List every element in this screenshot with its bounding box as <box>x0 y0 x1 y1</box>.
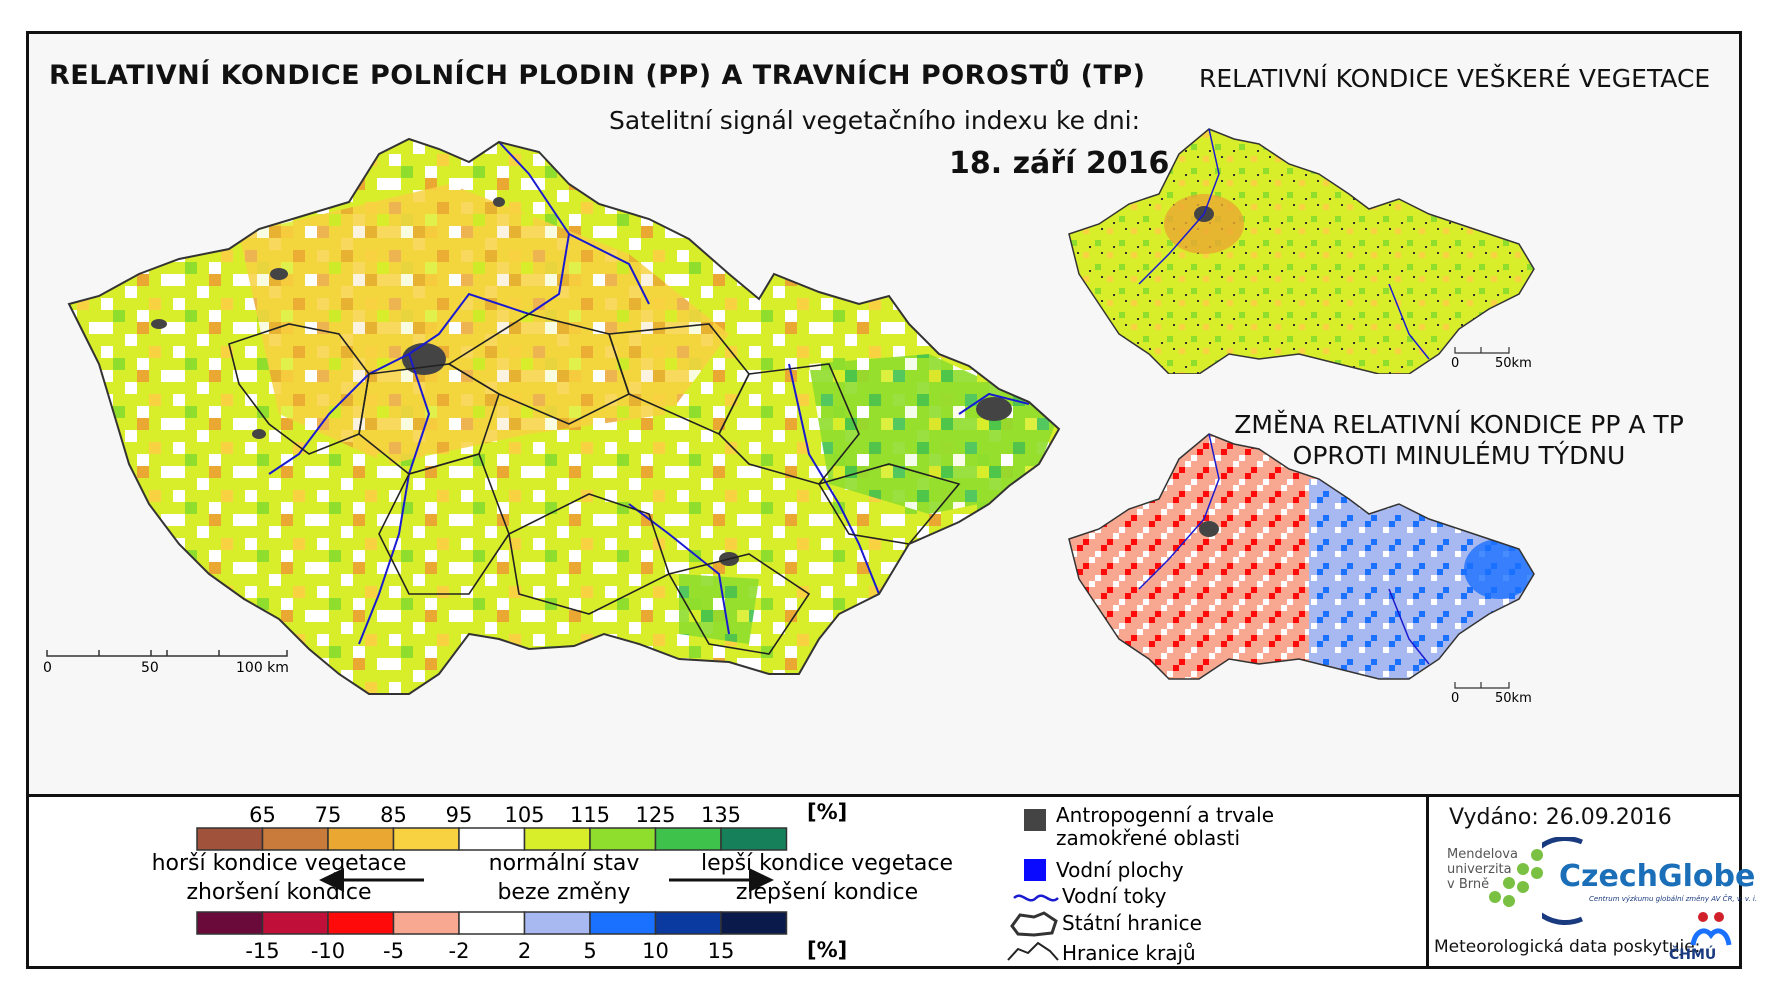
better-line1: lepší kondice vegetace <box>701 851 953 876</box>
change-tick-6: 10 <box>642 939 669 963</box>
change-swatch-7 <box>654 911 722 935</box>
state-border-label: Státní hranice <box>1062 911 1202 935</box>
change-title-line1: ZMĚNA RELATIVNÍ KONDICE PP A TP <box>1234 410 1684 439</box>
anthropogenic-line1: Antropogenní a trvale <box>1056 803 1274 827</box>
worse-line1: horší kondice vegetace <box>152 851 407 876</box>
change-swatch-1 <box>261 911 329 935</box>
color-legend: 65 75 85 95 105 115 125 135 [%] horší kondice v… <box>152 800 953 963</box>
change-tick-3: -2 <box>449 939 470 963</box>
chmu-logo: ČHMÚ <box>1669 947 1717 963</box>
issued-date: Vydáno: 26.09.2016 <box>1449 805 1672 830</box>
condition-swatch-1 <box>261 827 329 851</box>
map-panel: RELATIVNÍ KONDICE POLNÍCH PLODIN (PP) A … <box>29 34 1739 797</box>
condition-tick-0: 65 <box>249 803 276 827</box>
mendel-line1: Mendelova <box>1447 847 1518 862</box>
legend-panel: 65 75 85 95 105 115 125 135 [%] horší kondice v… <box>29 797 1757 969</box>
change-swatch-8 <box>720 911 788 935</box>
mendel-logo-icon <box>1489 849 1543 907</box>
change-swatch-6 <box>589 911 657 935</box>
vegetation-map <box>1068 128 1535 374</box>
vegetation-title: RELATIVNÍ KONDICE VEŠKERÉ VEGETACE <box>1199 64 1711 93</box>
scale-main-zero: 0 <box>43 660 52 676</box>
normal-line1: normální stav <box>489 851 640 876</box>
change-tick-7: 15 <box>708 939 735 963</box>
arrow-left <box>319 868 424 892</box>
scale-chg-zero: 0 <box>1451 691 1459 704</box>
anthropogenic-swatch <box>1024 809 1046 831</box>
better-line2: zlepšení kondice <box>736 880 918 905</box>
czechglobe-logo: CzechGlobe <box>1559 859 1756 894</box>
change-swatch-3 <box>392 911 460 935</box>
region-border-symbol <box>1007 941 1059 961</box>
condition-unit: [%] <box>807 800 847 824</box>
change-tick-1: -10 <box>311 939 345 963</box>
change-tick-5: 5 <box>583 939 596 963</box>
change-unit: [%] <box>807 938 847 962</box>
scale-bar-main: 0 50 100 km <box>43 650 289 676</box>
condition-swatch-6 <box>589 827 657 851</box>
condition-tick-5: 115 <box>570 803 610 827</box>
change-tick-4: 2 <box>518 939 531 963</box>
change-title-line2: OPROTI MINULÉMU TÝDNU <box>1292 441 1626 470</box>
state-border-main <box>67 137 1061 695</box>
subtitle: Satelitní signál vegetačního indexu ke d… <box>609 106 1141 135</box>
condition-tick-1: 75 <box>315 803 342 827</box>
scale-veg-end: 50km <box>1495 356 1532 369</box>
condition-tick-2: 85 <box>380 803 407 827</box>
condition-tick-7: 135 <box>701 803 741 827</box>
scale-bar-change: 0 50km <box>1451 682 1532 704</box>
condition-tick-4: 105 <box>504 803 544 827</box>
change-swatch-5 <box>523 911 591 935</box>
figure-frame: RELATIVNÍ KONDICE POLNÍCH PLODIN (PP) A … <box>26 31 1757 969</box>
main-title: RELATIVNÍ KONDICE POLNÍCH PLODIN (PP) A … <box>49 60 1146 91</box>
arrow-right <box>669 868 774 892</box>
change-tick-2: -5 <box>383 939 404 963</box>
chmu-logo-icon <box>1690 912 1732 946</box>
condition-swatch-2 <box>327 827 395 851</box>
observation-date: 18. září 2016 <box>949 146 1170 181</box>
mendel-logo-text: Mendelova univerzita v Brně <box>1447 847 1518 892</box>
scale-veg-zero: 0 <box>1451 356 1459 369</box>
symbol-legend: Antropogenní a trvale zamokřené oblasti … <box>1007 803 1274 965</box>
change-swatch-0 <box>196 911 264 935</box>
anthropogenic-line2: zamokřené oblasti <box>1056 826 1240 850</box>
change-map <box>1068 433 1535 680</box>
change-swatch-2 <box>327 911 395 935</box>
condition-swatch-0 <box>196 827 264 851</box>
river-symbol <box>1013 894 1059 902</box>
region-border-label: Hranice krajů <box>1062 941 1196 965</box>
condition-tick-3: 95 <box>446 803 473 827</box>
water-areas-label: Vodní plochy <box>1056 858 1184 882</box>
czechglobe-logo-icon <box>1542 837 1583 925</box>
condition-swatch-5 <box>523 827 591 851</box>
scale-chg-end: 50km <box>1495 691 1532 704</box>
czechglobe-subtitle: Centrum výzkumu globální změny AV ČR, v.… <box>1589 895 1758 903</box>
change-swatch-4 <box>458 911 526 935</box>
water-area-swatch <box>1024 859 1046 881</box>
normal-line2: beze změny <box>497 880 630 905</box>
change-title: ZMĚNA RELATIVNÍ KONDICE PP A TP OPROTI M… <box>1219 409 1699 471</box>
condition-swatch-4 <box>458 827 526 851</box>
main-map: 0 50 100 km <box>43 137 1061 695</box>
change-tick-0: -15 <box>245 939 279 963</box>
scale-main-mid: 50 <box>141 660 159 676</box>
rivers-label: Vodní toky <box>1062 884 1167 908</box>
mendel-line3: v Brně <box>1447 877 1490 892</box>
mendel-line2: univerzita <box>1447 862 1512 877</box>
legend-separator <box>1426 797 1429 969</box>
condition-swatch-8 <box>720 827 788 851</box>
meteo-credit: Meteorologická data poskytuje: <box>1434 937 1701 957</box>
condition-tick-6: 125 <box>635 803 675 827</box>
state-border-symbol <box>1010 911 1058 937</box>
condition-swatch-3 <box>392 827 460 851</box>
scale-main-end: 100 km <box>236 660 289 676</box>
condition-swatch-7 <box>654 827 722 851</box>
scale-bar-vegetation: 0 50km <box>1451 347 1532 369</box>
